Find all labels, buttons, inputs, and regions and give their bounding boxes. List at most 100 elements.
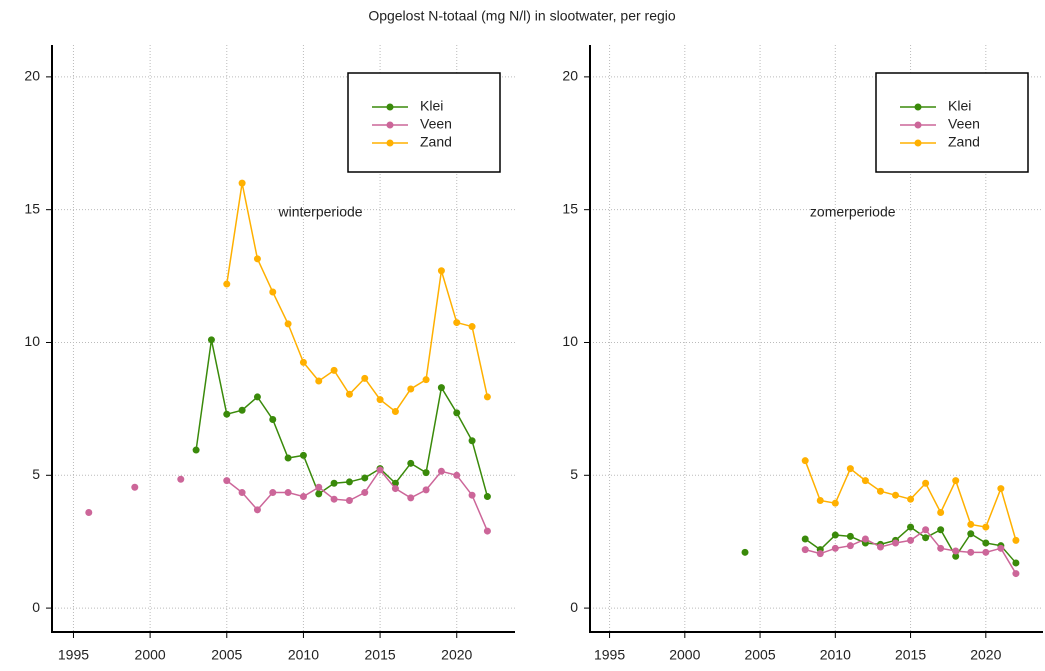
data-point [741, 548, 749, 556]
data-point [483, 393, 491, 401]
legend-marker [914, 103, 922, 111]
data-point [422, 486, 430, 494]
data-point [284, 454, 292, 462]
data-point [952, 477, 960, 485]
data-point [1012, 570, 1020, 578]
data-point [238, 406, 246, 414]
data-point [345, 497, 353, 505]
data-point [801, 546, 809, 554]
data-point [982, 523, 990, 531]
y-tick-label: 5 [32, 466, 40, 482]
data-point [831, 499, 839, 507]
data-point [816, 497, 824, 505]
data-point [892, 491, 900, 499]
data-point [831, 544, 839, 552]
y-tick-label: 5 [570, 466, 578, 482]
x-tick-label: 2000 [135, 647, 166, 663]
y-tick-label: 10 [24, 333, 40, 349]
data-point [937, 544, 945, 552]
data-point [223, 280, 231, 288]
data-point [330, 495, 338, 503]
data-point [468, 323, 476, 331]
data-point [1012, 559, 1020, 567]
data-point [982, 539, 990, 547]
data-point [816, 550, 824, 558]
data-point [801, 535, 809, 543]
data-point [315, 490, 323, 498]
data-point [907, 495, 915, 503]
y-tick-label: 15 [562, 200, 578, 216]
data-point [269, 489, 277, 497]
data-point [453, 471, 461, 479]
data-point [315, 377, 323, 385]
legend-marker [386, 139, 394, 147]
data-point [982, 548, 990, 556]
series-line [226, 468, 489, 532]
data-point [253, 393, 261, 401]
legend-label: Veen [420, 116, 452, 132]
y-tick-label: 0 [570, 599, 578, 615]
data-point [361, 374, 369, 382]
data-point [997, 544, 1005, 552]
data-point [376, 396, 384, 404]
data-point [437, 467, 445, 475]
legend-marker [386, 121, 394, 129]
data-point [223, 477, 231, 485]
y-tick-label: 20 [24, 68, 40, 84]
data-point [299, 493, 307, 501]
data-point [330, 479, 338, 487]
x-tick-label: 2020 [441, 647, 472, 663]
legend-box [875, 72, 1029, 173]
x-tick-label: 2020 [970, 647, 1001, 663]
data-point [861, 477, 869, 485]
data-point [238, 179, 246, 187]
data-point [831, 531, 839, 539]
data-point [299, 451, 307, 459]
data-point [453, 319, 461, 327]
x-tick-label: 2005 [744, 647, 775, 663]
x-tick-label: 2005 [211, 647, 242, 663]
data-point [253, 506, 261, 514]
data-point [437, 384, 445, 392]
data-point [846, 465, 854, 473]
legend-label: Klei [420, 98, 443, 114]
data-point [284, 489, 292, 497]
data-point [407, 385, 415, 393]
legend-label: Veen [948, 116, 980, 132]
data-point [453, 409, 461, 417]
y-tick-label: 10 [562, 333, 578, 349]
data-point [937, 508, 945, 516]
axes [589, 45, 1043, 633]
data-point [801, 457, 809, 465]
data-point [315, 483, 323, 491]
y-tick-label: 15 [24, 200, 40, 216]
data-point [299, 358, 307, 366]
data-point [937, 526, 945, 534]
data-point [922, 534, 930, 542]
legend-marker [914, 121, 922, 129]
legend-box [347, 72, 501, 173]
data-point [967, 530, 975, 538]
annotation: zomerperiode [810, 204, 896, 220]
legend-label: Zand [948, 134, 980, 150]
x-tick-label: 2015 [365, 647, 396, 663]
data-point [223, 410, 231, 418]
data-point [131, 483, 139, 491]
data-point [876, 543, 884, 551]
data-point [907, 523, 915, 531]
data-point [330, 366, 338, 374]
data-point [483, 527, 491, 535]
legend-marker [386, 103, 394, 111]
x-tick-label: 2010 [288, 647, 319, 663]
data-point [437, 267, 445, 275]
data-point [846, 542, 854, 550]
x-tick-label: 2015 [895, 647, 926, 663]
series-line [226, 182, 489, 413]
annotation: winterperiode [278, 204, 363, 220]
data-point [207, 336, 215, 344]
data-point [269, 288, 277, 296]
data-point [846, 532, 854, 540]
data-point [361, 489, 369, 497]
legend-label: Zand [420, 134, 452, 150]
